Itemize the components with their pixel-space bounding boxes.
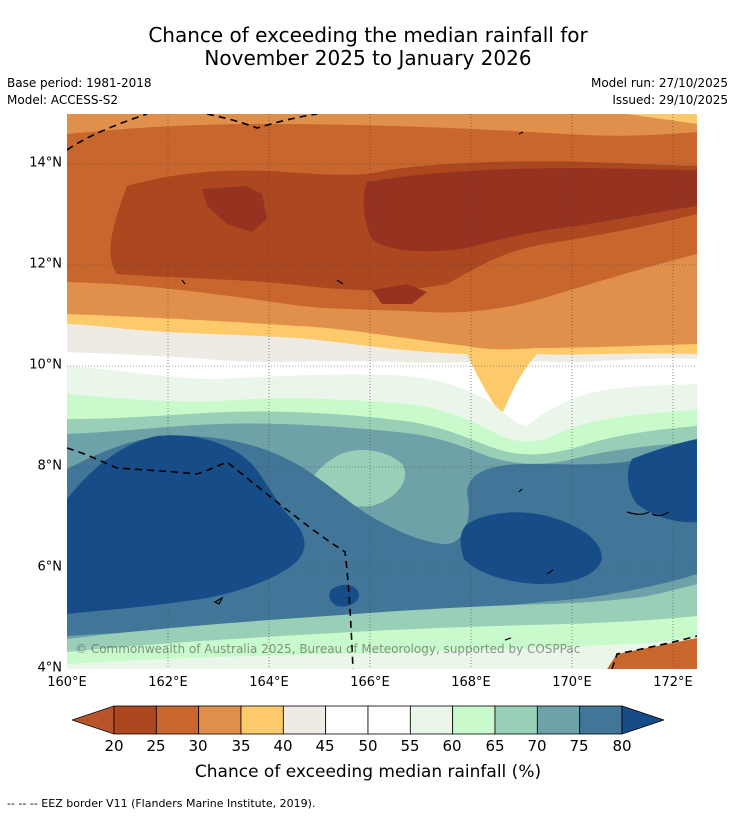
x-tick-160e: 160°E — [47, 675, 87, 690]
rainfall-map-svg — [67, 114, 697, 669]
colorbar-segment — [367, 705, 411, 735]
x-tick-172e: 172°E — [653, 675, 693, 690]
map-title-line1: Chance of exceeding the median rainfall … — [148, 23, 588, 47]
colorbar-segment — [155, 705, 200, 735]
map-title-line2: November 2025 to January 2026 — [204, 46, 532, 70]
y-tick-6n: 6°N — [37, 559, 63, 575]
colorbar-segment — [452, 705, 496, 735]
grid-lines — [67, 114, 697, 669]
x-tick-170e: 170°E — [552, 675, 592, 690]
y-tick-14n: 14°N — [29, 155, 62, 171]
colorbar-segment — [198, 705, 242, 735]
y-tick-8n: 8°N — [37, 458, 63, 474]
colorbar — [72, 705, 664, 735]
eez-legend: -- -- -- EEZ border V11 (Flanders Marine… — [7, 797, 316, 810]
colorbar-title: Chance of exceeding median rainfall (%) — [194, 762, 542, 782]
model-run-text: Model run: 27/10/2025 — [590, 76, 728, 90]
cb-tick-55: 55 — [400, 737, 420, 755]
zone-bottom-se-30 — [607, 638, 697, 669]
zone-80-center — [460, 512, 602, 584]
cb-tick-50: 50 — [358, 737, 378, 755]
zone-80-west — [67, 435, 305, 614]
cb-tick-35: 35 — [231, 737, 251, 755]
cb-tick-65: 65 — [485, 737, 505, 755]
colorbar-segment — [536, 705, 581, 735]
zone-80-small — [329, 584, 359, 607]
cb-tick-25: 25 — [146, 737, 166, 755]
cb-tick-70: 70 — [527, 737, 547, 755]
colorbar-segment — [113, 705, 157, 735]
cb-tick-60: 60 — [442, 737, 462, 755]
cb-tick-75: 75 — [569, 737, 589, 755]
colorbar-segment — [579, 705, 623, 735]
y-tick-12n: 12°N — [29, 256, 62, 272]
map-plot-area[interactable] — [67, 114, 697, 669]
cb-tick-30: 30 — [188, 737, 208, 755]
y-tick-10n: 10°N — [29, 357, 62, 373]
y-tick-4n: 4°N — [37, 660, 63, 676]
x-tick-168e: 168°E — [451, 675, 491, 690]
eez-border — [67, 114, 697, 669]
colorbar-segment — [409, 705, 454, 735]
copyright-watermark: © Commonwealth of Australia 2025, Bureau… — [75, 642, 581, 656]
cb-tick-20: 20 — [104, 737, 124, 755]
x-tick-166e: 166°E — [350, 675, 390, 690]
colorbar-segment — [325, 705, 369, 735]
colorbar-arrow-high — [621, 705, 664, 735]
cb-tick-40: 40 — [273, 737, 293, 755]
zone-top-deep — [202, 186, 267, 232]
zone-80-east — [627, 439, 697, 523]
colorbar-segment — [494, 705, 538, 735]
zone-top-deep2 — [363, 168, 697, 252]
islands — [181, 131, 670, 641]
x-tick-164e: 164°E — [249, 675, 289, 690]
zone-bottom-55 — [67, 636, 697, 669]
cb-tick-45: 45 — [315, 737, 335, 755]
base-period-text: Base period: 1981-2018 — [7, 76, 152, 90]
colorbar-segment — [282, 705, 327, 735]
x-tick-162e: 162°E — [148, 675, 188, 690]
cb-tick-80: 80 — [612, 737, 632, 755]
model-text: Model: ACCESS-S2 — [7, 93, 119, 107]
issued-text: Issued: 29/10/2025 — [612, 93, 728, 107]
colorbar-arrow-low — [72, 705, 115, 735]
colorbar-segment — [240, 705, 284, 735]
zone-top-deep3 — [372, 284, 427, 304]
